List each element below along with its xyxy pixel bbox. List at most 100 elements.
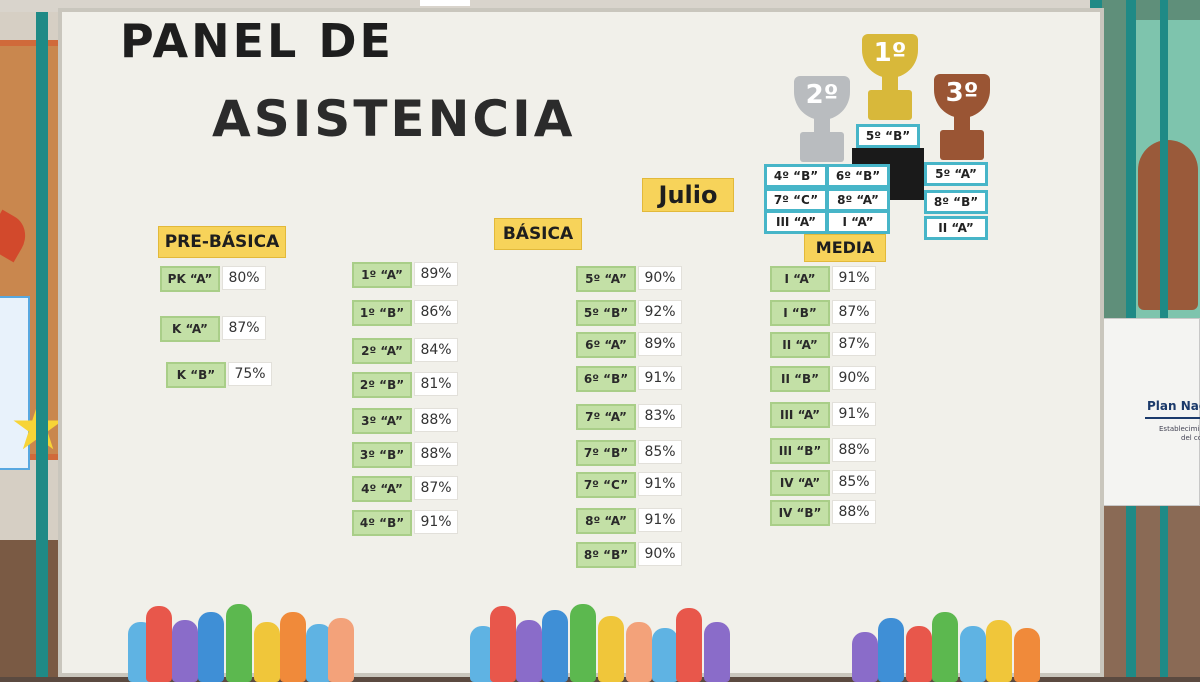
plan-sign-subtitle: Establecimi del co (1159, 425, 1200, 443)
podium-winner-card: 5º “B” (856, 124, 920, 148)
attendance-percent: 88% (414, 442, 458, 466)
paper-hand (986, 620, 1012, 682)
mural-painting (1138, 140, 1198, 310)
month-label: Julio (642, 178, 734, 212)
course-tag: PK “A” (160, 266, 220, 292)
course-tag: K “B” (166, 362, 226, 388)
paper-hand (1014, 628, 1040, 682)
trophy-base (800, 132, 844, 162)
paper-hand (676, 608, 702, 682)
course-tag: 6º “B” (576, 366, 636, 392)
paper-hand (172, 620, 198, 682)
paper-hand (598, 616, 624, 682)
paper-hand (542, 610, 568, 682)
basica-label: BÁSICA (494, 218, 582, 250)
paper-hand (490, 606, 516, 682)
paper-hand (626, 622, 652, 682)
course-tag: K “A” (160, 316, 220, 342)
trophy-place-number: 2º (805, 80, 839, 110)
trophy-base (868, 90, 912, 120)
course-tag: 2º “B” (352, 372, 412, 398)
course-tag: I “A” (770, 266, 830, 292)
paper-hand (306, 624, 332, 682)
course-tag: 3º “B” (352, 442, 412, 468)
attendance-percent: 91% (832, 266, 876, 290)
plan-sign: Plan Nac Establecimi del co (1100, 318, 1200, 506)
plan-sign-sub-2: del co (1181, 434, 1200, 442)
plan-sign-title: Plan Nac (1147, 399, 1200, 413)
trophy-cup (794, 76, 850, 120)
podium-second-card: I “A” (826, 210, 890, 234)
paper-hand (254, 622, 280, 682)
course-tag: 6º “A” (576, 332, 636, 358)
paper-hand (226, 604, 252, 682)
paper-hand (960, 626, 986, 682)
course-tag: IV “B” (770, 500, 830, 526)
attendance-percent: 83% (638, 404, 682, 428)
course-tag: 7º “B” (576, 440, 636, 466)
course-tag: 1º “A” (352, 262, 412, 288)
paper-hand (704, 622, 730, 682)
attendance-percent: 81% (414, 372, 458, 396)
course-tag: 4º “A” (352, 476, 412, 502)
plan-sign-sub-1: Establecimi (1159, 425, 1200, 433)
teal-frame-left (36, 12, 48, 677)
trophy-base (940, 130, 984, 160)
podium-third-card: II “A” (924, 216, 988, 240)
right-floor (1100, 500, 1200, 677)
trophy-stem (954, 116, 970, 132)
attendance-percent: 87% (832, 332, 876, 356)
attendance-board: PANEL DE ASISTENCIA Julio PRE-BÁSICA BÁS… (58, 8, 1104, 682)
paper-hand (852, 632, 878, 682)
podium-second-card: III “A” (764, 210, 828, 234)
paper-hand (932, 612, 958, 682)
attendance-percent: 91% (638, 366, 682, 390)
attendance-percent: 85% (638, 440, 682, 464)
paper-hand (280, 612, 306, 682)
trophy-cup (862, 34, 918, 78)
podium-second-card: 8º “A” (826, 188, 890, 212)
attendance-percent: 88% (832, 438, 876, 462)
ceiling-light (420, 0, 470, 6)
trophy-stem (882, 76, 898, 92)
bronze-trophy: 3º (926, 74, 998, 160)
silver-trophy: 2º (786, 76, 858, 162)
attendance-percent: 91% (832, 402, 876, 426)
podium-third-card: 5º “A” (924, 162, 988, 186)
attendance-percent: 87% (832, 300, 876, 324)
prebasica-label: PRE-BÁSICA (158, 226, 286, 258)
attendance-percent: 84% (414, 338, 458, 362)
podium-second-card: 7º “C” (764, 188, 828, 212)
attendance-percent: 92% (638, 300, 682, 324)
trophy-place-number: 1º (873, 38, 907, 68)
board-title-line-2: ASISTENCIA (212, 90, 576, 148)
course-tag: II “A” (770, 332, 830, 358)
trophy-stem (814, 118, 830, 134)
attendance-percent: 87% (414, 476, 458, 500)
course-tag: 2º “A” (352, 338, 412, 364)
attendance-percent: 91% (414, 510, 458, 534)
paper-hand (146, 606, 172, 682)
media-label: MEDIA (804, 234, 886, 262)
cork-paper (0, 296, 30, 470)
paper-leaf (0, 209, 34, 263)
course-tag: III “B” (770, 438, 830, 464)
attendance-percent: 80% (222, 266, 266, 290)
course-tag: 7º “A” (576, 404, 636, 430)
attendance-percent: 91% (638, 508, 682, 532)
paper-hand (906, 626, 932, 682)
course-tag: 5º “A” (576, 266, 636, 292)
course-tag: I “B” (770, 300, 830, 326)
course-tag: 7º “C” (576, 472, 636, 498)
attendance-percent: 89% (638, 332, 682, 356)
course-tag: 3º “A” (352, 408, 412, 434)
paper-hand (570, 604, 596, 682)
paper-hand (652, 628, 678, 682)
podium-second-card: 4º “B” (764, 164, 828, 188)
attendance-percent: 90% (832, 366, 876, 390)
course-tag: 8º “A” (576, 508, 636, 534)
attendance-percent: 85% (832, 470, 876, 494)
paper-hands-right (852, 608, 1052, 682)
gold-trophy: 1º (854, 34, 926, 120)
paper-hand (516, 620, 542, 682)
